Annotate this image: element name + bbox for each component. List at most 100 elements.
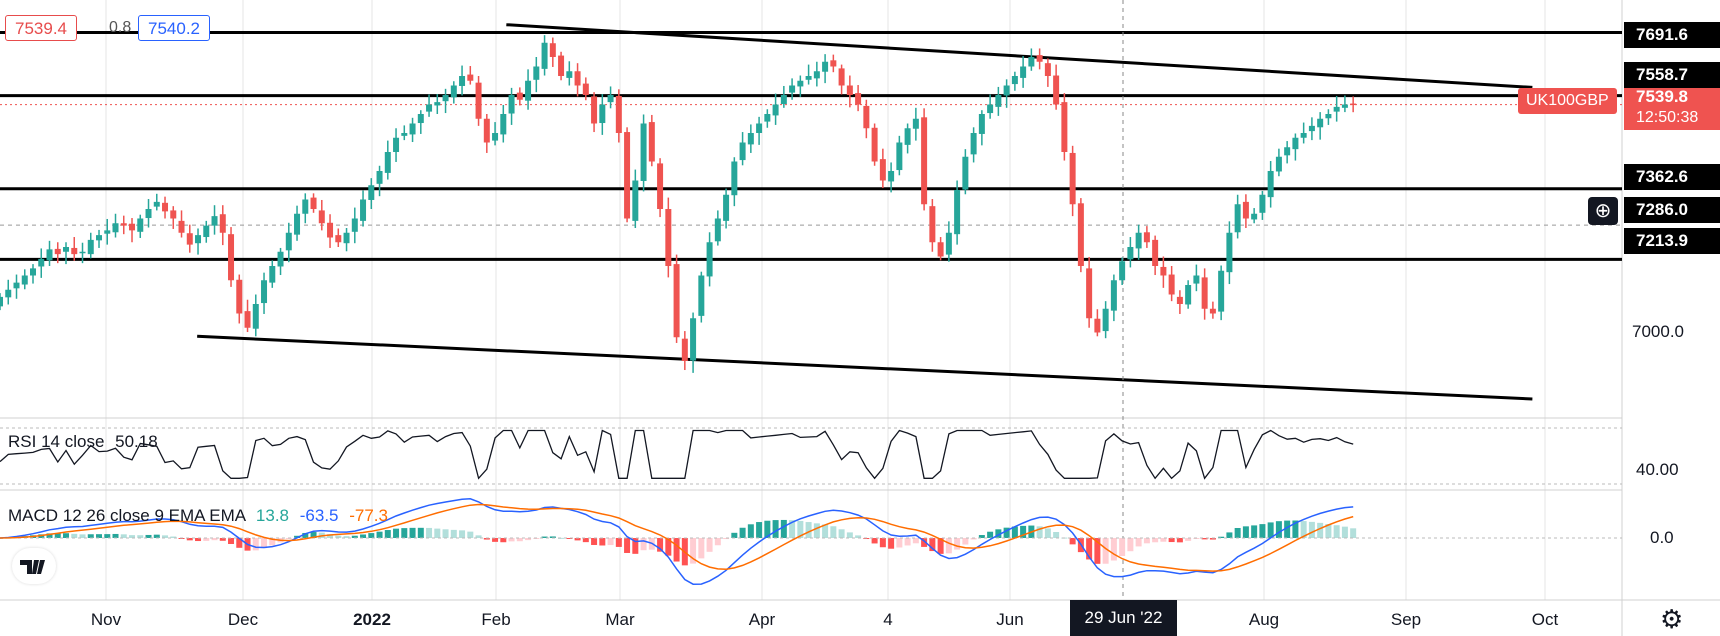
candle-body-42 bbox=[343, 232, 350, 244]
macd-hist-29 bbox=[236, 538, 243, 548]
macd-hist-17 bbox=[137, 535, 144, 538]
candle-body-66 bbox=[541, 42, 548, 69]
macd-hist-11 bbox=[87, 534, 94, 538]
ask-price-tag[interactable]: 7540.2 bbox=[138, 15, 210, 41]
price-line-label-2[interactable]: 7558.7 bbox=[1624, 62, 1720, 88]
tradingview-logo-icon[interactable] bbox=[12, 548, 56, 584]
x-label-apr: Apr bbox=[748, 610, 776, 629]
candle-body-96 bbox=[789, 85, 796, 93]
rsi-legend[interactable]: RSI 14 close 50.18 bbox=[8, 432, 158, 452]
candle-body-81 bbox=[665, 209, 672, 266]
macd-hist-15 bbox=[120, 534, 127, 538]
candle-body-28 bbox=[228, 234, 235, 281]
macd-hist-31 bbox=[252, 538, 259, 551]
candle-body-54 bbox=[442, 95, 449, 102]
gear-icon[interactable]: ⚙ bbox=[1660, 604, 1684, 634]
macd-hist-108 bbox=[888, 538, 895, 549]
candle-body-141 bbox=[1160, 266, 1167, 276]
macd-hist-144 bbox=[1185, 538, 1192, 541]
candle-body-13 bbox=[104, 230, 111, 234]
candle-body-154 bbox=[1267, 171, 1274, 198]
candle-body-32 bbox=[261, 280, 268, 304]
macd-hist-98 bbox=[805, 522, 812, 538]
macd-hist-13 bbox=[104, 534, 111, 538]
macd-hist-158 bbox=[1300, 521, 1307, 538]
candle-body-134 bbox=[1102, 308, 1109, 332]
candle-body-117 bbox=[962, 156, 969, 190]
candle-body-16 bbox=[129, 223, 136, 231]
candle-body-26 bbox=[211, 216, 218, 226]
macd-hist-47 bbox=[384, 530, 391, 538]
macd-signal-line bbox=[0, 503, 1354, 572]
candle-body-18 bbox=[145, 209, 152, 219]
candle-body-87 bbox=[714, 218, 721, 242]
candle-body-88 bbox=[723, 194, 730, 221]
macd-hist-133 bbox=[1094, 538, 1101, 564]
candle-body-49 bbox=[401, 133, 408, 136]
rsi-level-label: 40.00 bbox=[1636, 460, 1679, 479]
price-line-label-1[interactable]: 7691.6 bbox=[1624, 22, 1720, 48]
candle-body-83 bbox=[681, 338, 688, 361]
macd-hist-67 bbox=[549, 536, 556, 538]
bid-price-tag[interactable]: 7539.4 bbox=[5, 15, 77, 41]
candle-body-128 bbox=[1053, 75, 1060, 105]
macd-hist-19 bbox=[153, 534, 160, 538]
macd-hist-61 bbox=[500, 538, 507, 543]
candle-body-116 bbox=[954, 190, 961, 235]
rsi-line bbox=[0, 429, 1354, 480]
candle-body-51 bbox=[417, 114, 424, 124]
macd-hist-21 bbox=[170, 536, 177, 538]
candle-body-93 bbox=[764, 114, 771, 122]
macd-hist-95 bbox=[780, 519, 787, 538]
macd-hist-89 bbox=[731, 532, 738, 538]
candle-body-67 bbox=[549, 43, 556, 57]
macd-hist-86 bbox=[706, 538, 713, 552]
plus-circle-icon[interactable]: ⊕ bbox=[1588, 197, 1618, 225]
macd-hist-164 bbox=[1350, 528, 1357, 538]
candle-body-110 bbox=[904, 128, 911, 145]
x-label-nov: Nov bbox=[90, 610, 122, 629]
candle-body-104 bbox=[855, 93, 862, 105]
macd-hist-74 bbox=[607, 538, 614, 546]
candle-body-63 bbox=[516, 92, 523, 100]
candle-body-70 bbox=[574, 71, 581, 86]
candle-body-78 bbox=[640, 123, 647, 181]
macd-hist-99 bbox=[813, 523, 820, 538]
macd-hist-115 bbox=[945, 538, 952, 554]
price-line-label-3[interactable]: 7362.6 bbox=[1624, 164, 1720, 190]
candle-body-22 bbox=[178, 220, 185, 233]
candle-body-8 bbox=[63, 247, 70, 252]
candle-body-122 bbox=[1003, 85, 1010, 96]
macd-hist-55 bbox=[450, 529, 457, 538]
rsi-params: 14 close bbox=[41, 432, 105, 451]
macd-hist-147 bbox=[1209, 538, 1216, 540]
macd-hist-161 bbox=[1325, 524, 1332, 538]
candle-body-145 bbox=[1193, 275, 1200, 284]
candle-body-44 bbox=[360, 199, 367, 221]
rsi-value: 50.18 bbox=[115, 432, 158, 451]
macd-hist-75 bbox=[615, 538, 622, 547]
candle-body-39 bbox=[318, 210, 325, 224]
candle-body-105 bbox=[863, 105, 870, 129]
candle-body-111 bbox=[912, 118, 919, 129]
candle-body-40 bbox=[327, 222, 334, 238]
trendline-0 bbox=[506, 23, 1533, 89]
macd-hist-43 bbox=[351, 535, 358, 538]
candle-body-162 bbox=[1333, 106, 1340, 112]
price-line-label-5[interactable]: 7213.9 bbox=[1624, 228, 1720, 254]
macd-hist-139 bbox=[1143, 538, 1150, 544]
macd-hist-12 bbox=[96, 534, 103, 538]
candle-body-72 bbox=[591, 96, 598, 124]
macd-hist-160 bbox=[1317, 522, 1324, 538]
macd-hist-150 bbox=[1234, 527, 1241, 538]
macd-hist-141 bbox=[1160, 538, 1167, 542]
price-line-label-4[interactable]: 7286.0 bbox=[1624, 197, 1720, 223]
macd-hist-155 bbox=[1275, 521, 1282, 538]
macd-hist-118 bbox=[970, 538, 977, 540]
macd-hist-18 bbox=[145, 534, 152, 538]
macd-legend[interactable]: MACD 12 26 close 9 EMA EMA 13.8 -63.5 -7… bbox=[8, 506, 388, 526]
macd-hist-148 bbox=[1218, 536, 1225, 538]
candle-body-126 bbox=[1036, 55, 1043, 62]
macd-hist-140 bbox=[1152, 538, 1159, 543]
